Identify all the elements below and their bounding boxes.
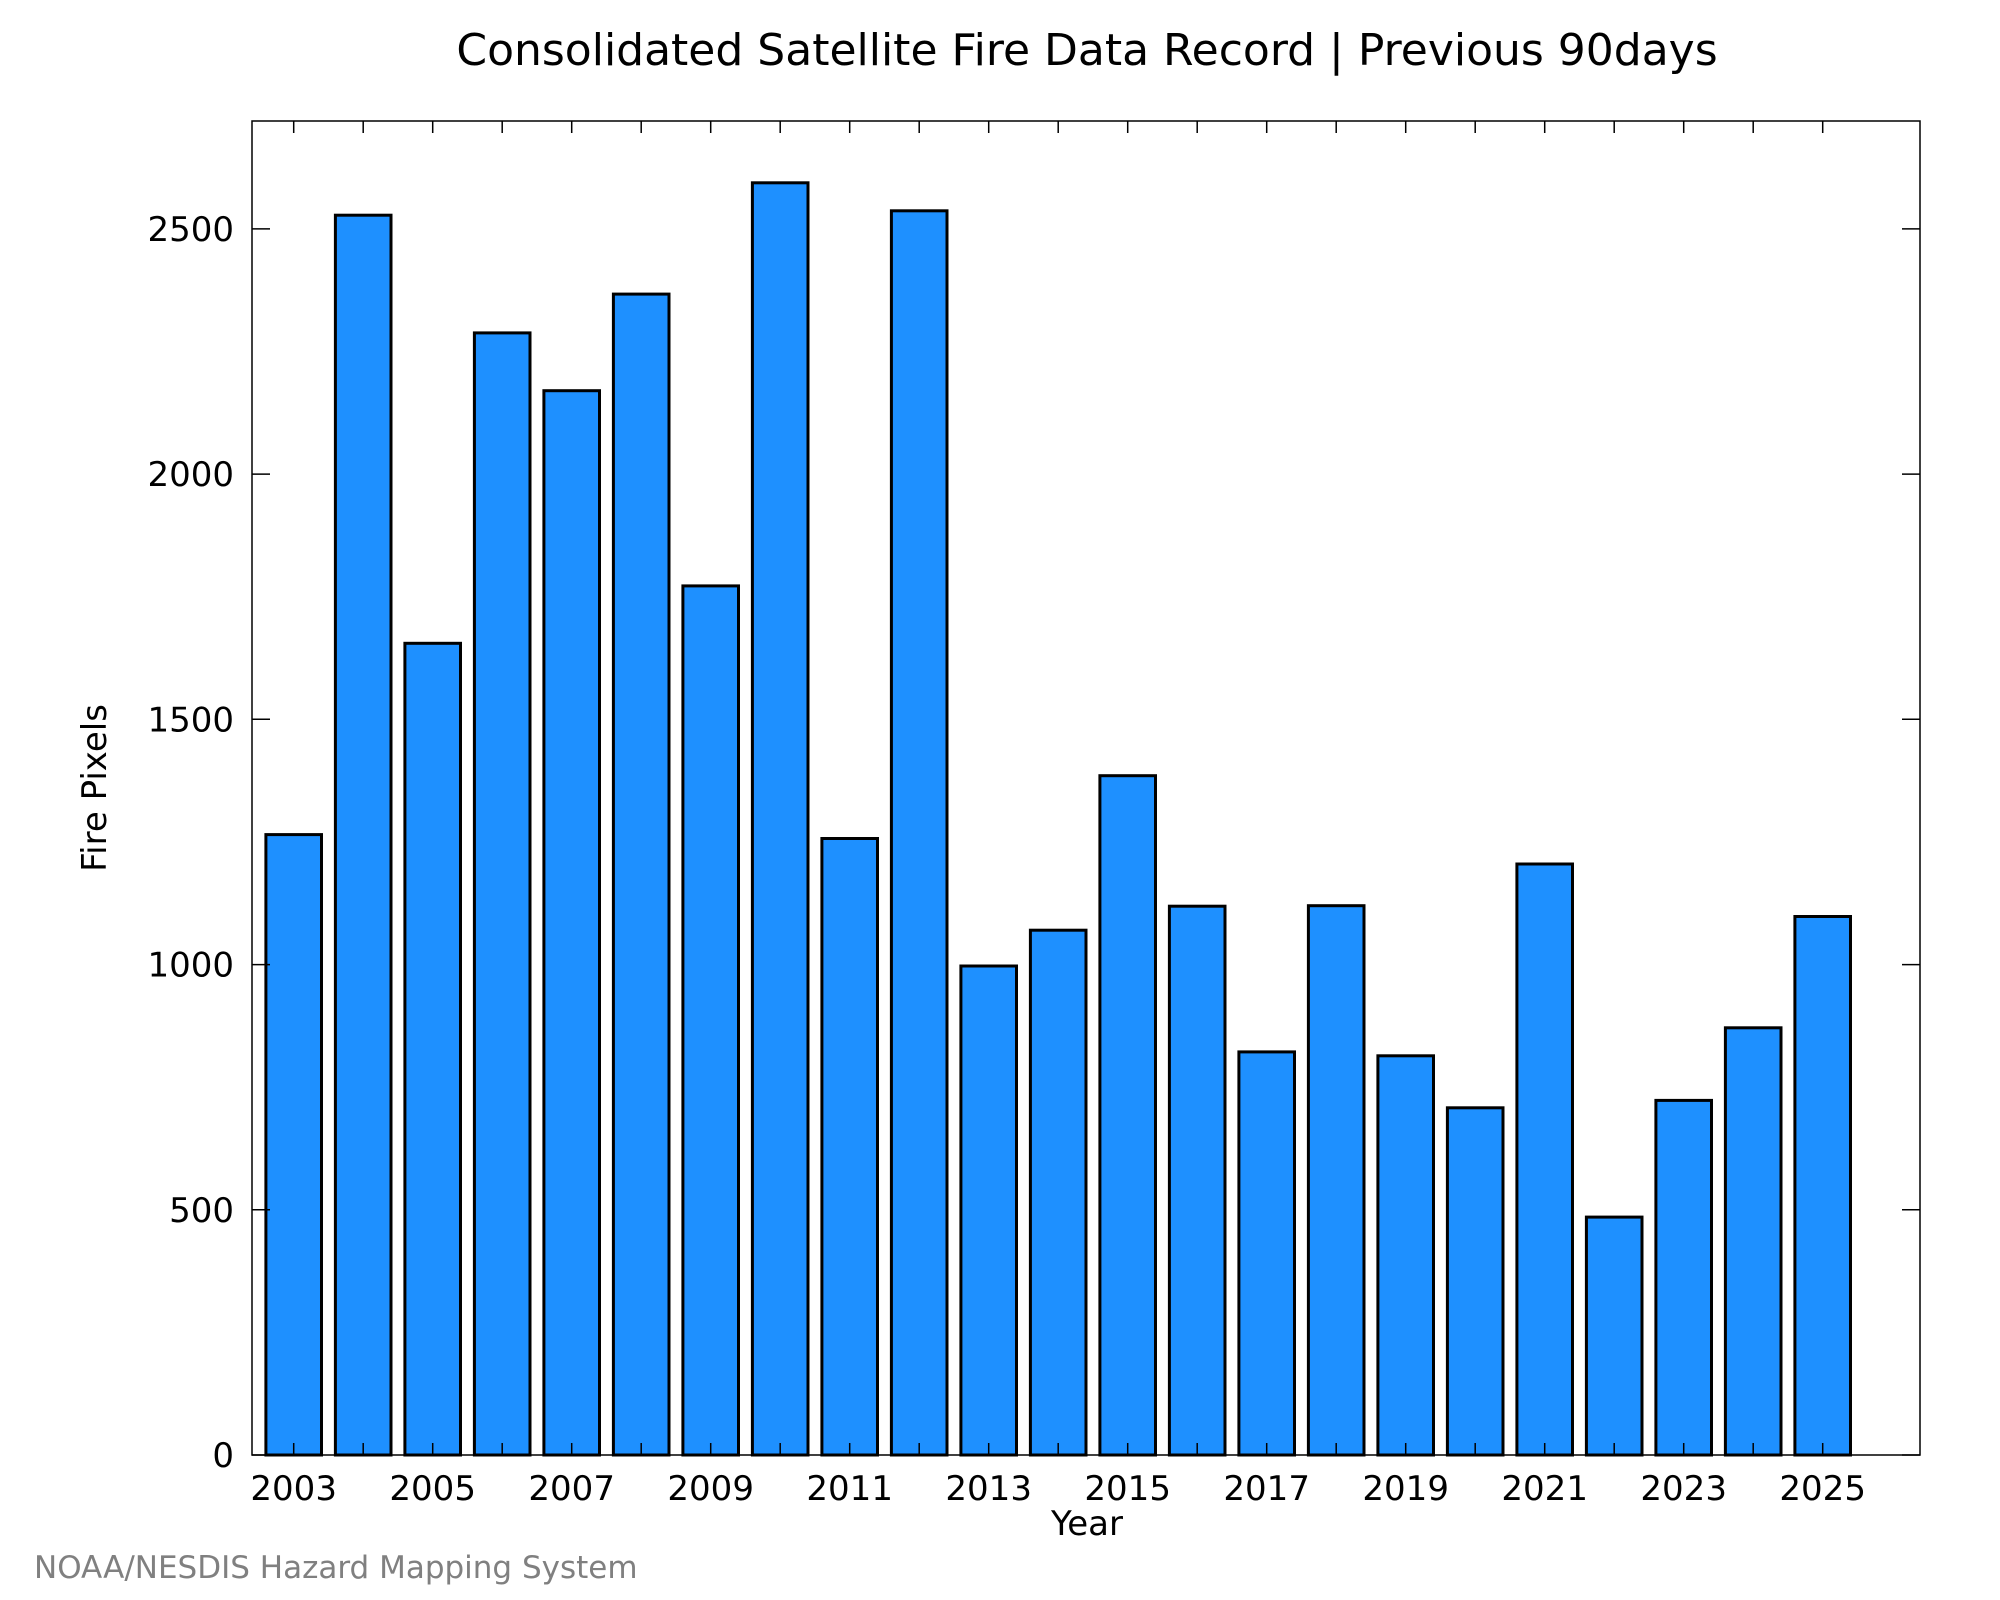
- x-tick-label-2019: 2019: [1362, 1469, 1449, 1509]
- bar-2014: [1028, 928, 1088, 1457]
- bar-2024: [1723, 1026, 1783, 1457]
- y-tick-label-2500: 2500: [147, 210, 234, 250]
- bars-group: [264, 181, 1853, 1457]
- bar-2009: [681, 584, 741, 1457]
- x-tick-label-2005: 2005: [389, 1469, 476, 1509]
- bar-2010: [750, 181, 810, 1457]
- bar-2008: [611, 292, 671, 1457]
- x-tick-label-2023: 2023: [1640, 1469, 1727, 1509]
- plot-frame: [251, 120, 1921, 1456]
- bar-2025: [1793, 915, 1853, 1457]
- bar-2005: [403, 641, 462, 1457]
- bar-2004: [333, 213, 393, 1457]
- y-tick-label-0: 0: [212, 1436, 234, 1476]
- bar-2018: [1306, 904, 1366, 1457]
- x-tick-label-2025: 2025: [1779, 1469, 1866, 1509]
- bar-2013: [959, 964, 1019, 1457]
- bar-2012: [889, 209, 949, 1457]
- x-tick-label-2017: 2017: [1223, 1469, 1310, 1509]
- y-tick-label-1500: 1500: [147, 700, 234, 740]
- x-tick-label-2021: 2021: [1501, 1469, 1588, 1509]
- y-tick-label-2000: 2000: [147, 455, 234, 495]
- bar-2019: [1376, 1054, 1436, 1457]
- x-tick-label-2011: 2011: [806, 1469, 893, 1509]
- x-tick-label-2009: 2009: [667, 1469, 754, 1509]
- bar-2007: [542, 389, 602, 1457]
- x-tick-label-2015: 2015: [1084, 1469, 1171, 1509]
- x-axis-label: Year: [1050, 1504, 1123, 1544]
- y-axis-label: Fire Pixels: [75, 704, 115, 872]
- bar-2020: [1445, 1106, 1505, 1457]
- y-tick-label-500: 500: [169, 1191, 234, 1231]
- bar-2022: [1584, 1215, 1644, 1457]
- bar-2006: [472, 331, 532, 1457]
- chart-title: Consolidated Satellite Fire Data Record …: [456, 25, 1717, 76]
- x-tick-label-2013: 2013: [945, 1469, 1032, 1509]
- bar-2021: [1515, 862, 1575, 1457]
- bar-2016: [1167, 904, 1227, 1457]
- x-tick-label-2003: 2003: [250, 1469, 337, 1509]
- bar-2017: [1237, 1050, 1297, 1457]
- x-tick-label-2007: 2007: [528, 1469, 615, 1509]
- bar-2011: [820, 837, 880, 1457]
- bar-2015: [1098, 774, 1158, 1457]
- y-tick-label-1000: 1000: [147, 946, 234, 986]
- bar-2003: [264, 833, 323, 1457]
- bar-2023: [1654, 1098, 1714, 1457]
- credit-text: NOAA/NESDIS Hazard Mapping System: [34, 1550, 638, 1586]
- ticks-group: 2003 2005 2007 2009 2011 2013 2015 2017 2019 2021…: [147, 121, 1920, 1509]
